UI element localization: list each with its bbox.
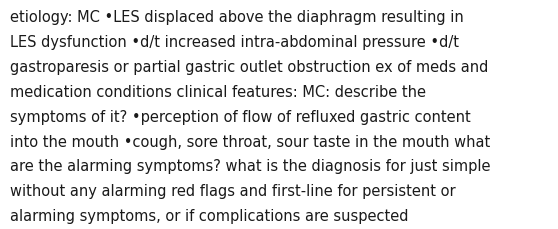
Text: LES dysfunction •d/t increased intra-abdominal pressure •d/t: LES dysfunction •d/t increased intra-abd… [10,35,459,50]
Text: are the alarming symptoms? what is the diagnosis for just simple: are the alarming symptoms? what is the d… [10,159,490,174]
Text: etiology: MC •LES displaced above the diaphragm resulting in: etiology: MC •LES displaced above the di… [10,10,464,25]
Text: gastroparesis or partial gastric outlet obstruction ex of meds and: gastroparesis or partial gastric outlet … [10,60,488,75]
Text: symptoms of it? •perception of flow of refluxed gastric content: symptoms of it? •perception of flow of r… [10,109,471,124]
Text: into the mouth •cough, sore throat, sour taste in the mouth what: into the mouth •cough, sore throat, sour… [10,134,490,149]
Text: alarming symptoms, or if complications are suspected: alarming symptoms, or if complications a… [10,208,408,223]
Text: medication conditions clinical features: MC: describe the: medication conditions clinical features:… [10,85,426,99]
Text: without any alarming red flags and first-line for persistent or: without any alarming red flags and first… [10,183,456,198]
